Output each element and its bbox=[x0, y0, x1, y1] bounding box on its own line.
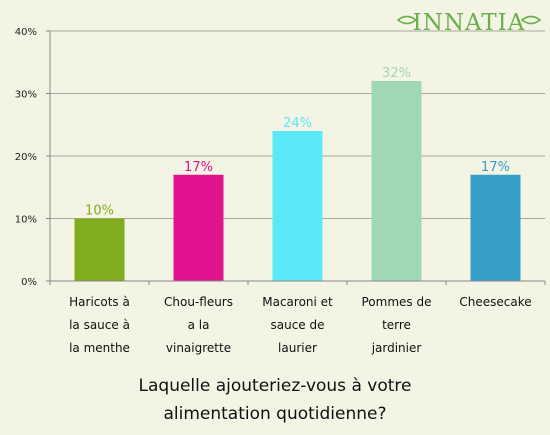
question-line-1: Laquelle ajouteriez-vous à votre bbox=[138, 376, 412, 396]
value-label: 24% bbox=[283, 116, 312, 131]
y-tick-label: 30% bbox=[15, 90, 37, 101]
poll-question: Laquelle ajouteriez-vous à votre aliment… bbox=[0, 372, 550, 428]
bar bbox=[371, 81, 422, 281]
category-label-line: la sauce à bbox=[69, 318, 130, 332]
category-label-line: terre bbox=[382, 318, 411, 332]
category-label: Haricots à la sauce à la menthe bbox=[69, 295, 130, 355]
value-label: 17% bbox=[481, 160, 510, 175]
bar bbox=[272, 131, 323, 281]
category-label-line: Macaroni et bbox=[262, 295, 333, 309]
value-labels: 10% 17% 24% 32% 17% bbox=[85, 66, 510, 219]
y-tick-label: 20% bbox=[15, 152, 37, 163]
category-label: Pommes de terre jardinier bbox=[362, 295, 432, 355]
innatia-logo: INNATIA bbox=[396, 10, 542, 36]
category-label-line: Chou-fleurs bbox=[164, 295, 233, 309]
category-label-line: Haricots à bbox=[69, 295, 130, 309]
category-label-line: a la bbox=[188, 318, 210, 332]
y-tick-label: 10% bbox=[15, 215, 37, 226]
question-line-2: alimentation quotidienne? bbox=[163, 404, 387, 424]
category-label-line: laurier bbox=[278, 341, 317, 355]
x-axis: Haricots à la sauce à la menthe Chou-fleurs… bbox=[49, 280, 546, 355]
category-label-line: Cheesecake bbox=[459, 295, 531, 309]
y-tick-label: 40% bbox=[15, 27, 37, 38]
category-label: Cheesecake bbox=[459, 295, 531, 309]
category-label-line: la menthe bbox=[69, 341, 130, 355]
leaf-icon bbox=[396, 15, 542, 25]
category-label: Macaroni et sauce de laurier bbox=[262, 295, 333, 355]
y-axis: 0% 10% 20% 30% 40% bbox=[15, 27, 51, 288]
y-tick-label: 0% bbox=[21, 277, 37, 288]
category-label: Chou-fleurs a la vinaigrette bbox=[164, 295, 233, 355]
bar bbox=[173, 174, 224, 281]
category-label-line: vinaigrette bbox=[166, 341, 231, 355]
logo-text: INNATIA bbox=[413, 10, 526, 36]
bar-chart: INNATIA 0% 10% 20% 30% 40% 10% 17% 24% 32% 17% H… bbox=[15, 10, 546, 355]
value-label: 17% bbox=[184, 160, 213, 175]
category-label-line: Pommes de bbox=[362, 295, 432, 309]
category-label-line: sauce de bbox=[270, 318, 324, 332]
value-label: 10% bbox=[85, 204, 114, 219]
bar bbox=[470, 174, 521, 281]
category-label-line: jardinier bbox=[371, 341, 422, 355]
bars bbox=[74, 81, 521, 281]
bar bbox=[74, 218, 125, 281]
value-label: 32% bbox=[382, 66, 411, 81]
